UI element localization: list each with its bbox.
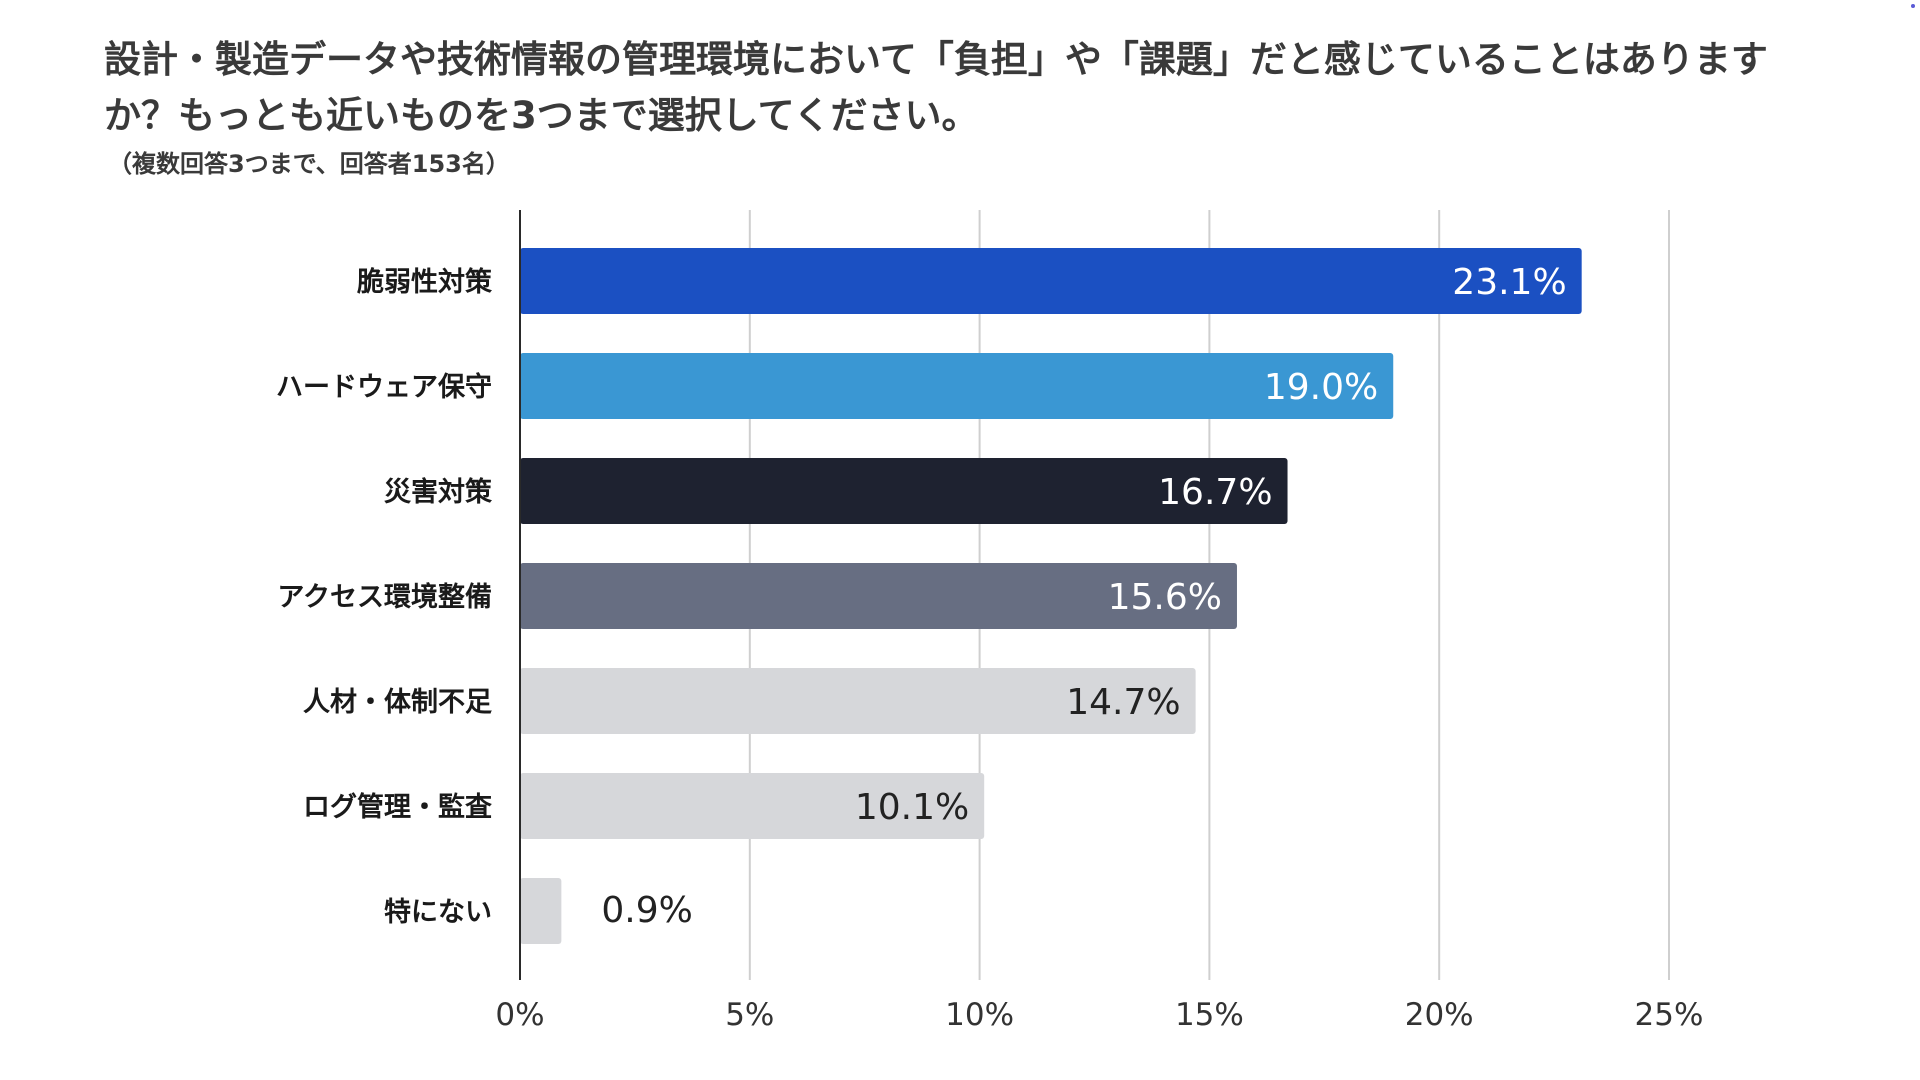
x-tick-label: 0% bbox=[495, 997, 544, 1033]
value-label: 10.1% bbox=[855, 787, 969, 828]
category-label: 災害対策 bbox=[384, 476, 493, 508]
category-label: アクセス環境整備 bbox=[277, 581, 492, 613]
value-label: 16.7% bbox=[1158, 472, 1272, 513]
x-tick-label: 10% bbox=[945, 997, 1014, 1033]
chart-subtitle: （複数回答3つまで、回答者153名） bbox=[108, 150, 510, 178]
corner-dot bbox=[1911, 4, 1915, 8]
bar-6 bbox=[520, 878, 562, 944]
bar-3 bbox=[520, 563, 1237, 629]
bar-0 bbox=[520, 248, 1582, 314]
category-label: ハードウェア保守 bbox=[276, 371, 492, 403]
category-label: 脆弱性対策 bbox=[356, 266, 493, 298]
x-tick-label: 20% bbox=[1405, 997, 1474, 1033]
category-label: 人材・体制不足 bbox=[303, 687, 492, 718]
chart-title: 設計・製造データや技術情報の管理環境において「負担」や「課題」だと感じていること… bbox=[104, 38, 1768, 137]
axes: 0% 5% 10% 15% 20% 25% bbox=[495, 210, 1703, 1033]
labels: 脆弱性対策 23.1% ハードウェア保守 19.0% 災害対策 16.7% アクセス環境整備… bbox=[276, 262, 1567, 931]
gridlines bbox=[748, 210, 1670, 980]
x-tick-label: 5% bbox=[725, 997, 774, 1033]
value-label: 19.0% bbox=[1264, 367, 1378, 408]
value-label: 0.9% bbox=[601, 890, 692, 931]
x-tick-label: 25% bbox=[1635, 997, 1704, 1033]
value-label: 15.6% bbox=[1108, 577, 1222, 618]
x-tick-label: 15% bbox=[1175, 997, 1244, 1033]
bars bbox=[520, 248, 1582, 944]
bar-4 bbox=[520, 668, 1196, 734]
category-label: 特にない bbox=[384, 897, 492, 928]
value-label: 14.7% bbox=[1066, 682, 1180, 723]
bar-2 bbox=[520, 458, 1288, 524]
value-label: 23.1% bbox=[1452, 262, 1566, 303]
bar-5 bbox=[520, 773, 985, 839]
bar-1 bbox=[520, 353, 1394, 419]
category-label: ログ管理・監査 bbox=[303, 791, 492, 823]
